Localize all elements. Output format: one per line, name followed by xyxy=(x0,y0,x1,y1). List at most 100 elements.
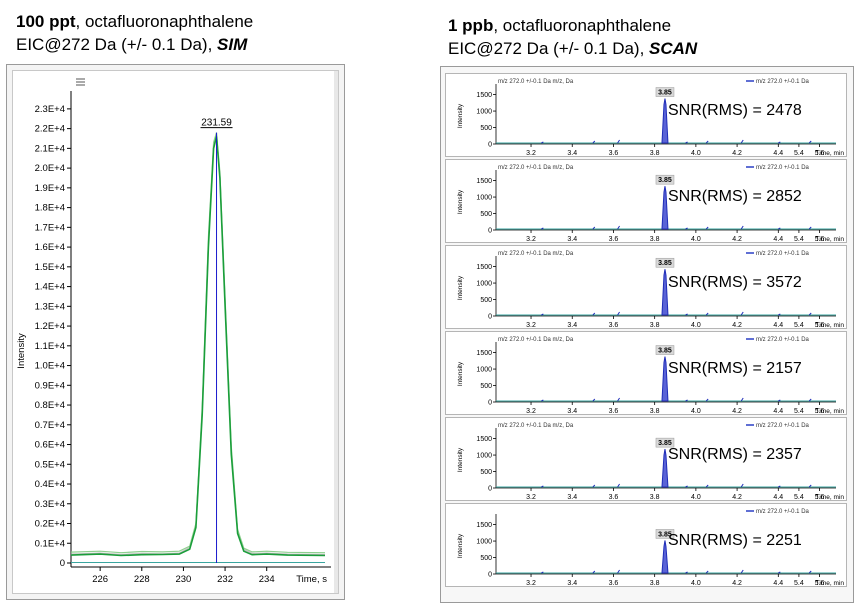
noise-blip xyxy=(778,227,781,230)
y-tick-label: 1.6E+4 xyxy=(35,242,65,253)
x-tick-label: 230 xyxy=(175,574,191,585)
noise-blip xyxy=(740,139,744,144)
y-tick-label: 1000 xyxy=(476,281,492,288)
x-tick-label: 5.6 xyxy=(815,408,825,414)
scan-chromatogram-chart: m/z 272.0 +/-0.1 Da 0 500 1000 1500 3.2 3.4 3.6… xyxy=(457,509,845,587)
noise-blip xyxy=(592,312,596,316)
x-tick-label: 4.2 xyxy=(732,150,742,156)
y-tick-label: 500 xyxy=(480,211,492,218)
x-tick-label: 234 xyxy=(259,574,275,585)
noise-blip xyxy=(592,570,596,574)
noise-blip xyxy=(740,569,744,574)
x-tick-label: 5.6 xyxy=(815,150,825,156)
x-tick-label: 5.4 xyxy=(794,580,804,586)
x-tick-label: 5.4 xyxy=(794,150,804,156)
scan-chromatogram-chart: m/z 272.0 +/-0.1 Da m/z, Da m/z 272.0 +/-… xyxy=(457,337,845,415)
y-tick-label: 1000 xyxy=(476,195,492,202)
x-tick-label: 3.8 xyxy=(650,236,660,242)
y-tick-label: 1.5E+4 xyxy=(35,262,65,273)
x-axis-label: Time, min xyxy=(816,580,845,586)
x-tick-label: 3.2 xyxy=(526,580,536,586)
y-axis-label: Intensity xyxy=(16,333,27,369)
noise-blip xyxy=(592,484,596,488)
x-tick-label: 4.2 xyxy=(732,494,742,500)
x-axis-label: Time, min xyxy=(816,322,845,328)
left-caption-line1: 100 ppt, octafluoronaphthalene xyxy=(16,10,253,33)
panel-title: m/z 272.0 +/-0.1 Da m/z, Da xyxy=(498,251,574,257)
snr-annotation: SNR(RMS) = 2357 xyxy=(668,446,802,463)
sim-chromatogram-chart: 0 0.1E+4 0.2E+4 0.3E+4 0.4E+4 0.5E+4 0.6E+4 0.7… xyxy=(16,78,331,585)
noise-blip xyxy=(617,483,620,488)
x-tick-label: 3.4 xyxy=(567,322,577,328)
noise-blip xyxy=(778,571,781,574)
peak-label-box xyxy=(655,529,675,539)
legend-label: m/z 272.0 +/-0.1 Da xyxy=(756,79,810,85)
y-tick-label: 1.2E+4 xyxy=(35,321,65,332)
scan-chart-panel: m/z 272.0 +/-0.1 Da m/z, Da m/z 272.0 +/-… xyxy=(445,417,847,501)
y-tick-label: 0.1E+4 xyxy=(35,538,65,549)
x-axis-label: Time, min xyxy=(816,408,845,414)
right-caption-mode: SCAN xyxy=(649,39,698,58)
peak-label-box xyxy=(655,87,675,97)
scan-chart-panel: m/z 272.0 +/-0.1 Da m/z, Da m/z 272.0 +/-… xyxy=(445,159,847,243)
sim-chart-scrollbar[interactable] xyxy=(334,71,338,593)
noise-blip xyxy=(705,484,709,488)
right-caption: 1 ppb, octafluoronaphthalene EIC@272 Da … xyxy=(448,14,697,60)
peak-label-box xyxy=(655,257,675,268)
x-tick-label: 3.2 xyxy=(526,236,536,242)
noise-blip xyxy=(808,226,812,230)
x-tick-label: 3.4 xyxy=(567,236,577,242)
snr-annotation: SNR(RMS) = 3572 xyxy=(668,274,802,291)
y-tick-label: 1.0E+4 xyxy=(35,361,65,372)
noise-blip xyxy=(778,141,781,144)
peak-trace xyxy=(661,269,669,316)
y-tick-label: 0.7E+4 xyxy=(35,420,65,431)
snr-annotation: SNR(RMS) = 2852 xyxy=(668,188,802,205)
noise-blip xyxy=(685,141,688,144)
noise-blip xyxy=(778,485,781,488)
x-tick-label: 3.6 xyxy=(609,322,619,328)
peak-label: 3.85 xyxy=(658,177,672,184)
y-tick-label: 0 xyxy=(488,400,492,407)
x-tick-label: 3.2 xyxy=(526,494,536,500)
y-axis-label: Intensity xyxy=(457,361,464,386)
y-tick-label: 2.0E+4 xyxy=(35,163,65,174)
x-tick-label: 4.0 xyxy=(691,494,701,500)
y-tick-label: 1500 xyxy=(476,522,492,529)
y-tick-label: 0 xyxy=(488,486,492,493)
x-tick-label: 4.4 xyxy=(773,580,783,586)
snr-annotation: SNR(RMS) = 2251 xyxy=(668,532,802,549)
noise-blip xyxy=(541,227,544,230)
x-tick-label: 4.2 xyxy=(732,236,742,242)
legend-label: m/z 272.0 +/-0.1 Da xyxy=(756,509,810,515)
right-caption-line1: 1 ppb, octafluoronaphthalene xyxy=(448,14,697,37)
peak-label: 3.85 xyxy=(658,531,672,538)
x-tick-label: 5.6 xyxy=(815,494,825,500)
x-tick-label: 3.8 xyxy=(650,150,660,156)
scan-chromatogram-chart: m/z 272.0 +/-0.1 Da m/z, Da m/z 272.0 +/-… xyxy=(457,79,844,157)
y-tick-label: 0 xyxy=(488,314,492,321)
y-tick-label: 1500 xyxy=(476,264,492,271)
legend-label: m/z 272.0 +/-0.1 Da xyxy=(756,423,810,429)
right-caption-bold: 1 ppb xyxy=(448,16,494,35)
panel-title: m/z 272.0 +/-0.1 Da m/z, Da xyxy=(498,423,574,429)
x-tick-label: 3.6 xyxy=(609,236,619,242)
x-tick-label: 4.0 xyxy=(691,580,701,586)
sim-chart-plot-frame: 0 0.1E+4 0.2E+4 0.3E+4 0.4E+4 0.5E+4 0.6E+4 0.7… xyxy=(12,70,339,594)
y-axis-label: Intensity xyxy=(457,189,464,214)
noise-blip xyxy=(685,571,688,574)
y-tick-label: 500 xyxy=(480,383,492,390)
noise-blip xyxy=(592,140,596,144)
x-tick-label: 228 xyxy=(134,574,150,585)
hamburger-menu-icon xyxy=(76,78,85,86)
x-axis-label: Time, min xyxy=(816,494,845,500)
peak-trace xyxy=(661,540,669,574)
x-tick-label: 4.2 xyxy=(732,408,742,414)
noise-blip xyxy=(778,313,781,316)
peak-label-box xyxy=(655,174,675,185)
noise-blip xyxy=(685,399,688,402)
x-tick-label: 3.4 xyxy=(567,494,577,500)
y-tick-label: 0.3E+4 xyxy=(35,499,65,510)
noise-blip xyxy=(808,398,812,402)
y-tick-label: 2.1E+4 xyxy=(35,143,65,154)
